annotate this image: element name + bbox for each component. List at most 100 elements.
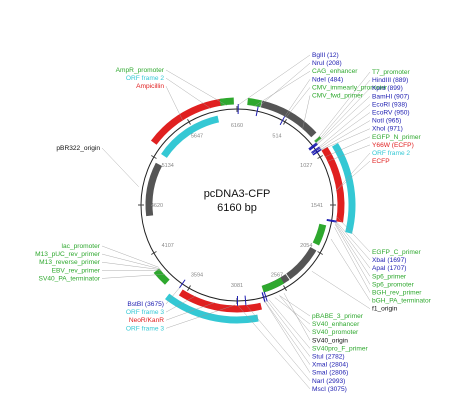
map-label: BstBI (3675): [127, 301, 164, 308]
site-mark: [312, 148, 322, 156]
site-mark: [261, 292, 266, 303]
map-label: CMV_fwd_primer: [312, 93, 364, 100]
map-label: NruI (208): [312, 60, 342, 67]
map-label: T7_promoter: [372, 69, 411, 76]
site-mark: [308, 142, 317, 150]
tick-label: 6160: [231, 123, 243, 129]
leader-lines: [101, 54, 371, 390]
leader-line: [101, 262, 161, 270]
map-label: BglII (12): [312, 52, 339, 59]
leader-line: [334, 224, 371, 285]
leader-line: [101, 274, 165, 279]
map-label: ORF frame 2: [126, 75, 164, 82]
tick-label: 2054: [300, 243, 312, 249]
tick-marks: 6160 514 1027 1541 2054 2567 3081 3594 4107 4620 5…: [138, 106, 336, 304]
tick-label: 4107: [162, 243, 174, 249]
map-label: M13_pUC_rev_primer: [35, 251, 101, 258]
leader-line: [257, 62, 311, 108]
site-mark: [244, 295, 247, 306]
map-label: Ampicillin: [136, 83, 164, 90]
map-label: EGFP_N_primer: [372, 134, 422, 141]
tick-label: 1541: [311, 203, 323, 209]
leader-line: [264, 301, 311, 373]
plasmid-size: 6160 bp: [217, 202, 257, 214]
tick-label: 514: [272, 134, 281, 140]
leader-line: [237, 304, 311, 390]
tick-label: 3081: [231, 283, 243, 289]
feature-arc: [178, 289, 262, 313]
leader-line: [279, 295, 311, 317]
tick-label: 2567: [271, 272, 283, 278]
tick-mark: [187, 119, 191, 125]
map-label: EcoRV (950): [372, 110, 410, 117]
map-label: ORF frame 2: [372, 150, 410, 157]
leader-line: [335, 221, 371, 269]
leader-line: [283, 293, 311, 341]
leader-line: [165, 304, 236, 329]
map-label: AmpR_promoter: [116, 67, 165, 74]
map-label: lac_promoter: [62, 243, 101, 250]
map-label: NarI (2993): [312, 378, 345, 385]
map-label: MscI (3075): [312, 386, 347, 393]
leader-line: [318, 104, 371, 148]
site-mark: [326, 219, 337, 222]
tick-mark: [283, 285, 287, 291]
feature-arc: [321, 146, 345, 223]
tick-mark: [317, 251, 323, 255]
tick-mark: [187, 285, 191, 291]
site-mark: [309, 143, 318, 151]
map-label: EGFP_C_primer: [372, 249, 422, 256]
map-label: SV40_PA_terminator: [39, 275, 101, 282]
tick-label: 5647: [191, 134, 203, 140]
leader-line: [315, 79, 371, 144]
map-label: HindIII (889): [372, 77, 408, 84]
map-label: SV40_origin: [312, 337, 348, 344]
leader-line: [165, 287, 181, 305]
leader-line: [319, 112, 371, 149]
map-label: StuI (2782): [312, 354, 345, 361]
leader-line: [266, 300, 311, 357]
site-mark: [308, 143, 318, 151]
leader-line: [320, 120, 371, 150]
map-label: KpnI (899): [372, 85, 403, 92]
map-label: NdeI (484): [312, 76, 343, 83]
map-label: Sp6_primer: [372, 273, 407, 280]
leader-line: [165, 77, 211, 109]
leader-line: [330, 238, 371, 301]
map-label: ORF frame 3: [126, 325, 164, 332]
leader-line: [253, 71, 311, 107]
feature-arc: [153, 268, 170, 285]
map-label: BGH_rev_primer: [372, 290, 422, 297]
map-label: XbaI (1697): [372, 257, 406, 264]
plasmid-name: pcDNA3-CFP: [204, 188, 271, 200]
feature-arc: [314, 136, 322, 143]
map-label: ApaI (1707): [372, 265, 406, 272]
feature-tracks: [145, 97, 356, 324]
leader-line: [165, 302, 215, 321]
tick-label: 3594: [191, 272, 203, 278]
map-label: bGH_PA_terminator: [372, 298, 432, 305]
map-label: EBV_rev_primer: [52, 267, 101, 274]
leader-line: [335, 220, 371, 261]
map-label: Y66W (ECFP): [372, 142, 414, 149]
leader-line: [334, 227, 371, 293]
map-label: NotI (965): [372, 118, 401, 125]
map-label: M13_reverse_primer: [39, 259, 101, 266]
feature-arc: [331, 142, 356, 234]
feature-arc: [165, 293, 259, 324]
leader-line: [101, 147, 139, 187]
leader-line: [284, 79, 311, 118]
leader-line: [101, 253, 161, 270]
leader-line: [285, 87, 311, 118]
map-label: Sp6_promoter: [372, 281, 415, 288]
tick-mark: [317, 155, 323, 159]
tick-mark: [283, 119, 287, 125]
leader-line: [268, 299, 311, 349]
leader-line: [238, 54, 311, 106]
tick-mark: [151, 155, 157, 159]
leader-line: [165, 86, 184, 121]
leader-line: [165, 69, 227, 106]
site-mark: [312, 149, 322, 156]
site-mark: [178, 279, 186, 289]
leader-line: [335, 160, 371, 191]
